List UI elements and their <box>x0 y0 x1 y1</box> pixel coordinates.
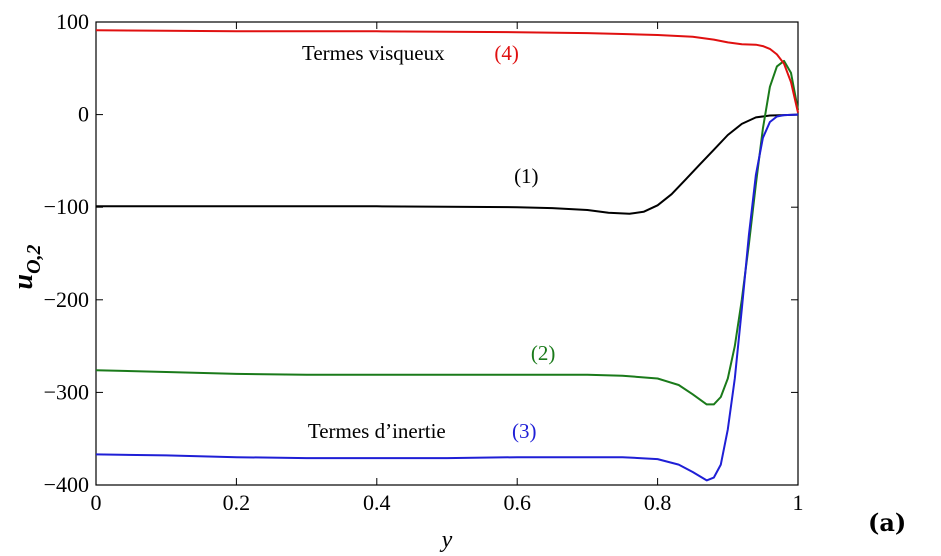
series-line-s2 <box>95 59 799 406</box>
y-tick-label: −400 <box>44 472 89 497</box>
y-tick-label: −300 <box>44 379 89 404</box>
y-tick-label: 0 <box>78 102 89 127</box>
annotation-inert: Termes d’inertie <box>308 419 446 443</box>
annotation-n1: (1) <box>514 164 539 188</box>
x-tick-label: 1 <box>793 490 804 515</box>
plot-area: 0 0.2 0.4 0.6 0.8 1 100 0 −100 −200 −300 −400 y uO,2 T… <box>8 9 804 553</box>
annotation-n4: (4) <box>494 41 519 65</box>
annotation-n3: (3) <box>512 419 537 443</box>
x-axis-label: y <box>440 527 453 553</box>
y-axis-label: uO,2 <box>8 244 45 289</box>
panel-label: (a) <box>868 508 907 537</box>
axes-frame <box>95 21 799 486</box>
annotation-visq: Termes visqueux <box>302 41 445 65</box>
y-axis-label-main: u <box>8 274 39 290</box>
series-line-s4 <box>95 29 799 113</box>
y-axis-label-subscript: O,2 <box>23 244 45 273</box>
y-tick-label: −100 <box>44 194 89 219</box>
x-tick-label: 0.8 <box>644 490 672 515</box>
series-line-s3 <box>95 113 799 482</box>
y-tick-label: −200 <box>44 287 89 312</box>
annotation-n2: (2) <box>531 341 556 365</box>
y-tick-label: 100 <box>56 9 89 34</box>
series-line-s1 <box>96 113 799 215</box>
x-tick-label: 0.6 <box>503 490 531 515</box>
x-tick-label: 0.4 <box>363 490 391 515</box>
x-tick-label: 0 <box>91 490 102 515</box>
x-tick-label: 0.2 <box>223 490 251 515</box>
